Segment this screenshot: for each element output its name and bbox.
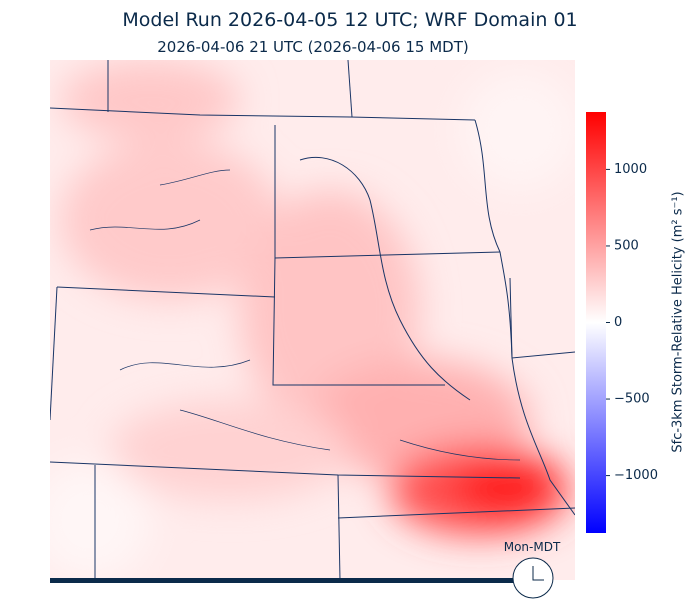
colorbar-tick-label: −1000 bbox=[614, 468, 658, 483]
colorbar-tick-label: −500 bbox=[614, 392, 650, 407]
title: Model Run 2026-04-05 12 UTC; WRF Domain … bbox=[122, 9, 577, 31]
colorbar-tick-label: 1000 bbox=[614, 162, 647, 177]
clock-label: Mon-MDT bbox=[504, 540, 561, 554]
map bbox=[50, 60, 575, 580]
colorbar-tick-label: 500 bbox=[614, 238, 639, 253]
subtitle: 2026-04-06 21 UTC (2026-04-06 15 MDT) bbox=[157, 38, 468, 56]
colorbar-label: Sfc-3km Storm-Relative Helicity (m² s⁻¹) bbox=[671, 191, 686, 452]
colorbar bbox=[586, 112, 606, 533]
timeline-bar bbox=[50, 578, 515, 583]
clock-hands bbox=[532, 566, 544, 581]
colorbar-tick-label: 0 bbox=[614, 315, 622, 330]
